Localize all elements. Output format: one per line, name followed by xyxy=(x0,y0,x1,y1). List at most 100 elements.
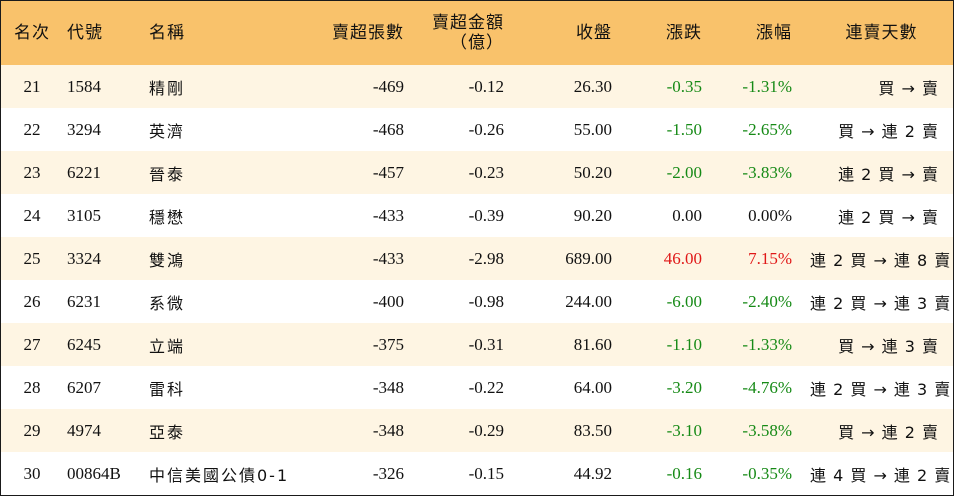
cell-code: 00864B xyxy=(67,463,121,483)
cell-name: 中信美國公債0-1 xyxy=(149,465,290,485)
cell-pct-change: -0.35% xyxy=(742,463,792,483)
header-code[interactable]: 代號 xyxy=(67,23,103,43)
cell-change: -0.35 xyxy=(666,76,702,96)
cell-pct-change: -1.33% xyxy=(742,334,792,354)
cell-rank: 28 xyxy=(23,377,41,397)
cell-name: 英濟 xyxy=(149,121,186,141)
header-name[interactable]: 名稱 xyxy=(149,23,185,43)
cell-pct-change: -3.58% xyxy=(742,420,792,440)
cell-name: 雙鴻 xyxy=(149,250,186,270)
cell-net-sell-shares: -468 xyxy=(372,119,404,139)
cell-rank: 23 xyxy=(23,162,41,182)
cell-code: 6231 xyxy=(67,291,101,311)
header-net-sell-amount-line2: （億） xyxy=(450,33,504,53)
cell-name: 晉泰 xyxy=(149,164,186,184)
header-net-sell-amount-line1: 賣超金額 xyxy=(432,13,504,33)
cell-code: 6207 xyxy=(67,377,101,397)
table-row[interactable]: 24 3105 穩懋 -433 -0.39 90.20 0.00 0.00% 連… xyxy=(1,194,953,237)
cell-change: -3.20 xyxy=(666,377,702,397)
cell-streak: 連 2 買 → 賣 xyxy=(838,207,939,227)
cell-streak: 連 2 買 → 連 8 賣 xyxy=(810,250,952,270)
cell-pct-change: -4.76% xyxy=(742,377,792,397)
cell-rank: 24 xyxy=(23,205,41,225)
cell-pct-change: 0.00% xyxy=(748,205,792,225)
cell-rank: 29 xyxy=(23,420,41,440)
cell-net-sell-amount: -0.26 xyxy=(468,119,504,139)
cell-name: 穩懋 xyxy=(149,207,186,227)
cell-code: 4974 xyxy=(67,420,101,440)
header-streak[interactable]: 連賣天數 xyxy=(845,23,918,43)
table-row[interactable]: 30 00864B 中信美國公債0-1 -326 -0.15 44.92 -0.… xyxy=(1,452,953,495)
table-row[interactable]: 25 3324 雙鴻 -433 -2.98 689.00 46.00 7.15%… xyxy=(1,237,953,280)
cell-code: 6245 xyxy=(67,334,101,354)
table-row[interactable]: 27 6245 立端 -375 -0.31 81.60 -1.10 -1.33%… xyxy=(1,323,953,366)
cell-change: -0.16 xyxy=(666,463,702,483)
header-row: 名次 代號 名稱 賣超張數 賣超金額 （億） 收盤 漲跌 漲幅 連賣天數 xyxy=(1,1,953,65)
cell-net-sell-shares: -469 xyxy=(372,76,404,96)
cell-close: 83.50 xyxy=(573,420,612,440)
cell-net-sell-shares: -348 xyxy=(372,420,404,440)
cell-change: -3.10 xyxy=(666,420,702,440)
cell-code: 3105 xyxy=(67,205,101,225)
cell-net-sell-shares: -375 xyxy=(372,334,404,354)
header-net-sell-shares[interactable]: 賣超張數 xyxy=(332,23,404,43)
cell-streak: 買 → 連 2 賣 xyxy=(838,121,939,141)
cell-close: 81.60 xyxy=(573,334,612,354)
cell-net-sell-amount: -0.39 xyxy=(468,205,504,225)
cell-streak: 買 → 連 2 賣 xyxy=(838,422,939,442)
cell-rank: 21 xyxy=(23,76,41,96)
header-net-sell-amount[interactable]: 賣超金額 （億） xyxy=(422,1,522,65)
cell-change: -2.00 xyxy=(666,162,702,182)
table-row[interactable]: 23 6221 晉泰 -457 -0.23 50.20 -2.00 -3.83%… xyxy=(1,151,953,194)
cell-change: 46.00 xyxy=(663,248,702,268)
cell-rank: 30 xyxy=(23,463,41,483)
cell-close: 64.00 xyxy=(573,377,612,397)
cell-streak: 連 2 買 → 連 3 賣 xyxy=(810,293,952,313)
cell-name: 系微 xyxy=(149,293,186,313)
cell-close: 55.00 xyxy=(573,119,612,139)
cell-code: 1584 xyxy=(67,76,101,96)
cell-code: 6221 xyxy=(67,162,101,182)
cell-close: 244.00 xyxy=(565,291,612,311)
cell-pct-change: 7.15% xyxy=(748,248,792,268)
cell-net-sell-amount: -0.29 xyxy=(468,420,504,440)
header-change[interactable]: 漲跌 xyxy=(666,23,702,43)
header-close[interactable]: 收盤 xyxy=(576,23,612,43)
cell-rank: 26 xyxy=(23,291,41,311)
cell-streak: 買 → 連 3 賣 xyxy=(838,336,939,356)
cell-net-sell-shares: -433 xyxy=(372,248,404,268)
cell-close: 689.00 xyxy=(565,248,612,268)
cell-net-sell-amount: -2.98 xyxy=(468,248,504,268)
cell-change: 0.00 xyxy=(672,205,702,225)
cell-net-sell-shares: -400 xyxy=(372,291,404,311)
cell-rank: 27 xyxy=(23,334,41,354)
table-row[interactable]: 29 4974 亞泰 -348 -0.29 83.50 -3.10 -3.58%… xyxy=(1,409,953,452)
header-pct-change[interactable]: 漲幅 xyxy=(756,23,792,43)
cell-streak: 連 4 買 → 連 2 賣 xyxy=(810,465,952,485)
cell-code: 3294 xyxy=(67,119,101,139)
cell-name: 雷科 xyxy=(149,379,186,399)
cell-net-sell-shares: -348 xyxy=(372,377,404,397)
cell-net-sell-shares: -457 xyxy=(372,162,404,182)
cell-pct-change: -1.31% xyxy=(742,76,792,96)
cell-name: 亞泰 xyxy=(149,422,186,442)
table-row[interactable]: 28 6207 雷科 -348 -0.22 64.00 -3.20 -4.76%… xyxy=(1,366,953,409)
table-row[interactable]: 22 3294 英濟 -468 -0.26 55.00 -1.50 -2.65%… xyxy=(1,108,953,151)
cell-streak: 買 → 賣 xyxy=(878,78,939,98)
cell-net-sell-amount: -0.12 xyxy=(468,76,504,96)
cell-net-sell-shares: -326 xyxy=(372,463,404,483)
header-rank[interactable]: 名次 xyxy=(14,23,50,43)
cell-change: -1.50 xyxy=(666,119,702,139)
table-body: 21 1584 精剛 -469 -0.12 26.30 -0.35 -1.31%… xyxy=(1,65,953,495)
cell-net-sell-amount: -0.23 xyxy=(468,162,504,182)
cell-close: 44.92 xyxy=(573,463,612,483)
table-row[interactable]: 26 6231 系微 -400 -0.98 244.00 -6.00 -2.40… xyxy=(1,280,953,323)
cell-change: -1.10 xyxy=(666,334,702,354)
cell-net-sell-shares: -433 xyxy=(372,205,404,225)
table-row[interactable]: 21 1584 精剛 -469 -0.12 26.30 -0.35 -1.31%… xyxy=(1,65,953,108)
table-header: 名次 代號 名稱 賣超張數 賣超金額 （億） 收盤 漲跌 漲幅 連賣天數 xyxy=(1,1,953,65)
cell-net-sell-amount: -0.22 xyxy=(468,377,504,397)
cell-pct-change: -2.40% xyxy=(742,291,792,311)
